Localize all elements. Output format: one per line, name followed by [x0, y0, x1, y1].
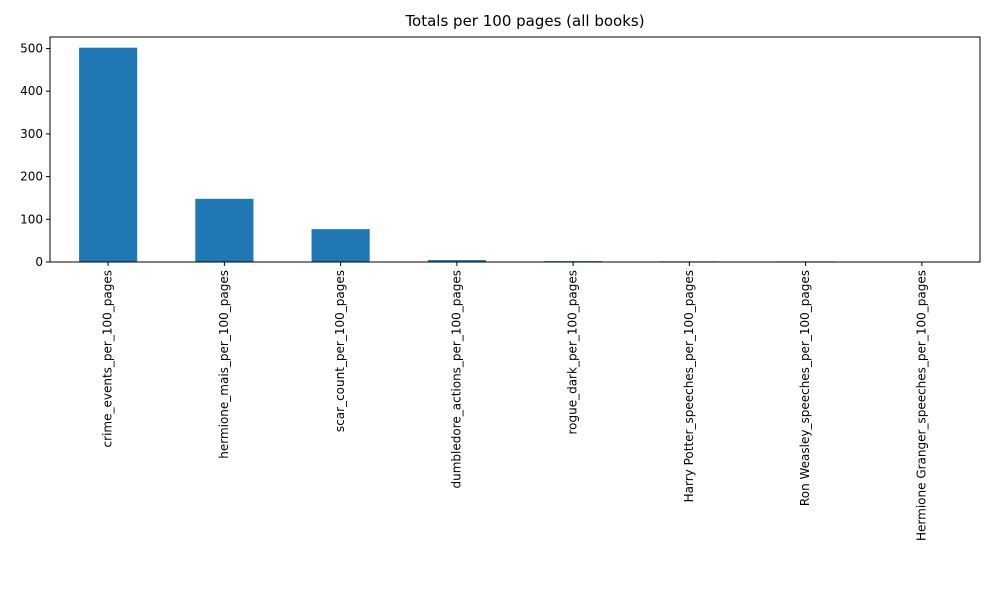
- y-tick-label: 0: [35, 255, 43, 269]
- plot-frame: [49, 36, 981, 263]
- y-tick-label: 200: [20, 170, 43, 184]
- x-tick-label: Hermione Granger_speeches_per_100_pages: [914, 270, 928, 541]
- x-tick-label: Ron Weasley_speeches_per_100_pages: [798, 270, 812, 506]
- bar: [427, 260, 486, 262]
- bar: [195, 198, 254, 262]
- x-tick-label: crime_events_per_100_pages: [101, 270, 115, 447]
- x-tick-label: hermione_mais_per_100_pages: [217, 270, 231, 459]
- bar: [79, 47, 138, 262]
- y-tick-label: 500: [20, 42, 43, 56]
- x-tick-label: rogue_dark_per_100_pages: [566, 270, 580, 435]
- y-tick-label: 400: [20, 84, 43, 98]
- y-tick-label: 300: [20, 127, 43, 141]
- x-tick-label: dumbledore_actions_per_100_pages: [449, 270, 463, 489]
- y-tick-label: 100: [20, 212, 43, 226]
- x-tick-label: scar_count_per_100_pages: [333, 270, 347, 432]
- chart-title: Totals per 100 pages (all books): [405, 12, 645, 30]
- x-tick-label: Harry Potter_speeches_per_100_pages: [682, 270, 696, 502]
- bar: [311, 229, 370, 262]
